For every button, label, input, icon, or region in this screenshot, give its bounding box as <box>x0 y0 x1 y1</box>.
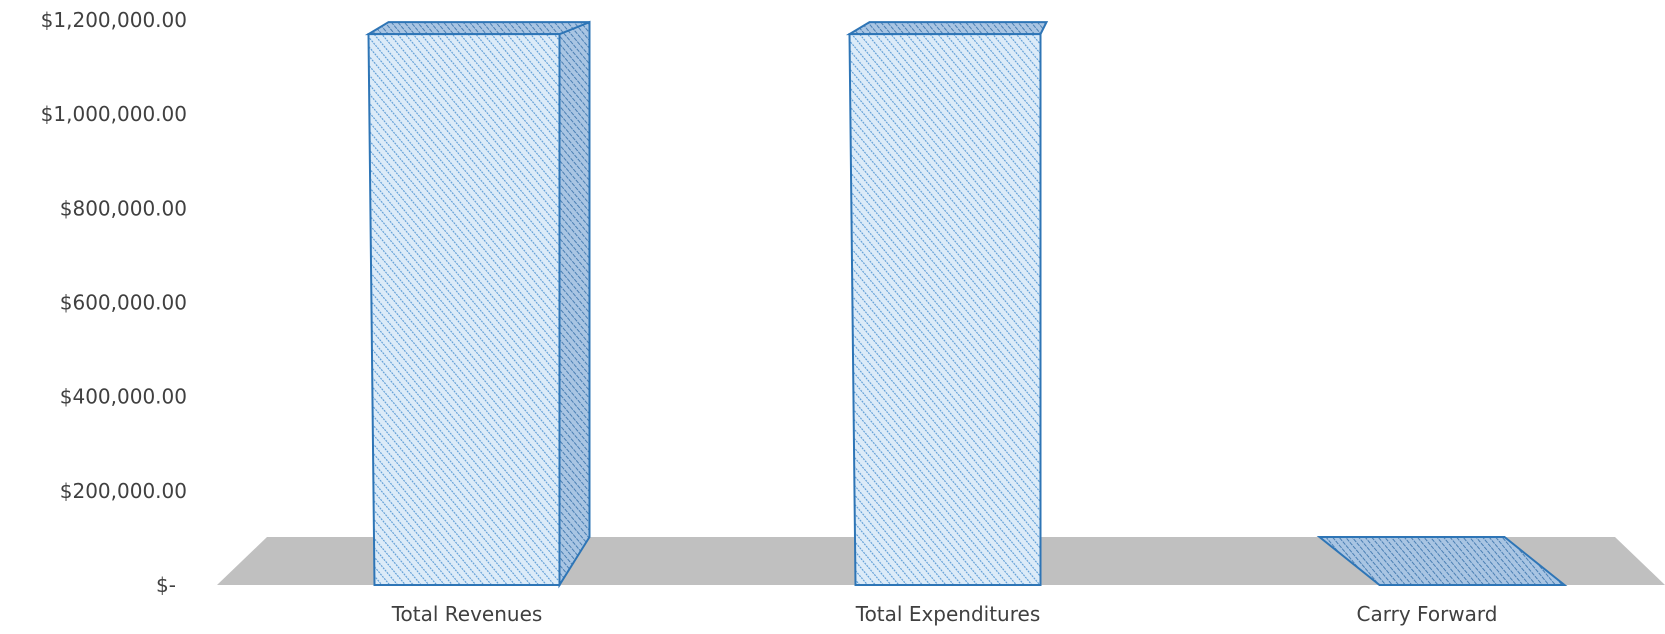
y-tick-label: $600,000.00 <box>60 291 187 315</box>
bar-top <box>845 21 1049 36</box>
bar-top <box>364 21 590 36</box>
x-tick-label: Total Expenditures <box>855 602 1041 626</box>
y-tick-label: $200,000.00 <box>60 479 187 503</box>
x-tick-label: Total Revenues <box>391 602 543 626</box>
bar-front <box>367 33 561 586</box>
bar-flat <box>1316 536 1568 586</box>
bar-side <box>558 20 591 589</box>
y-tick-label: $1,200,000.00 <box>41 8 187 32</box>
bar <box>1316 536 1568 586</box>
bars <box>364 20 1568 589</box>
x-axis: Total Revenues Total Expenditures Carry Fo… <box>391 602 1498 626</box>
y-tick-label: $800,000.00 <box>60 196 187 220</box>
bar-front <box>848 33 1042 586</box>
y-tick-label: $1,000,000.00 <box>41 102 187 126</box>
y-tick-label: $- <box>156 573 176 597</box>
bar <box>845 21 1049 586</box>
x-tick-label: Carry Forward <box>1357 602 1498 626</box>
bar <box>364 20 591 589</box>
y-tick-label: $400,000.00 <box>60 385 187 409</box>
y-axis: $- $200,000.00 $400,000.00 $600,000.00 $800,… <box>41 8 187 597</box>
